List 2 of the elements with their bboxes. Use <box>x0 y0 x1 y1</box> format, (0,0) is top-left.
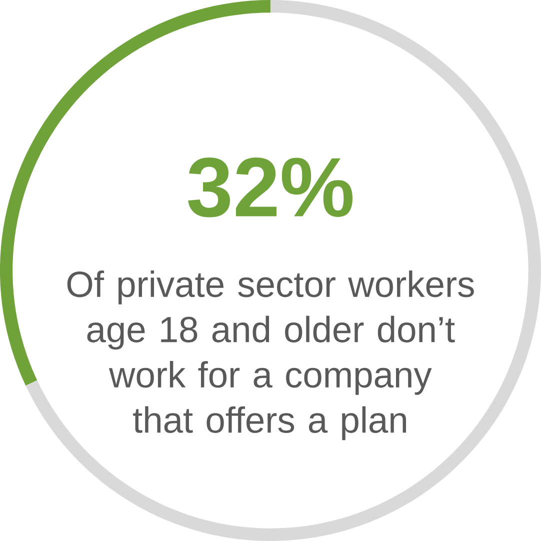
text: Of private sector workers age 18 and older don’t work for a company that offers a plan <box>67 270 474 440</box>
data-label: 32% <box>188 158 353 218</box>
